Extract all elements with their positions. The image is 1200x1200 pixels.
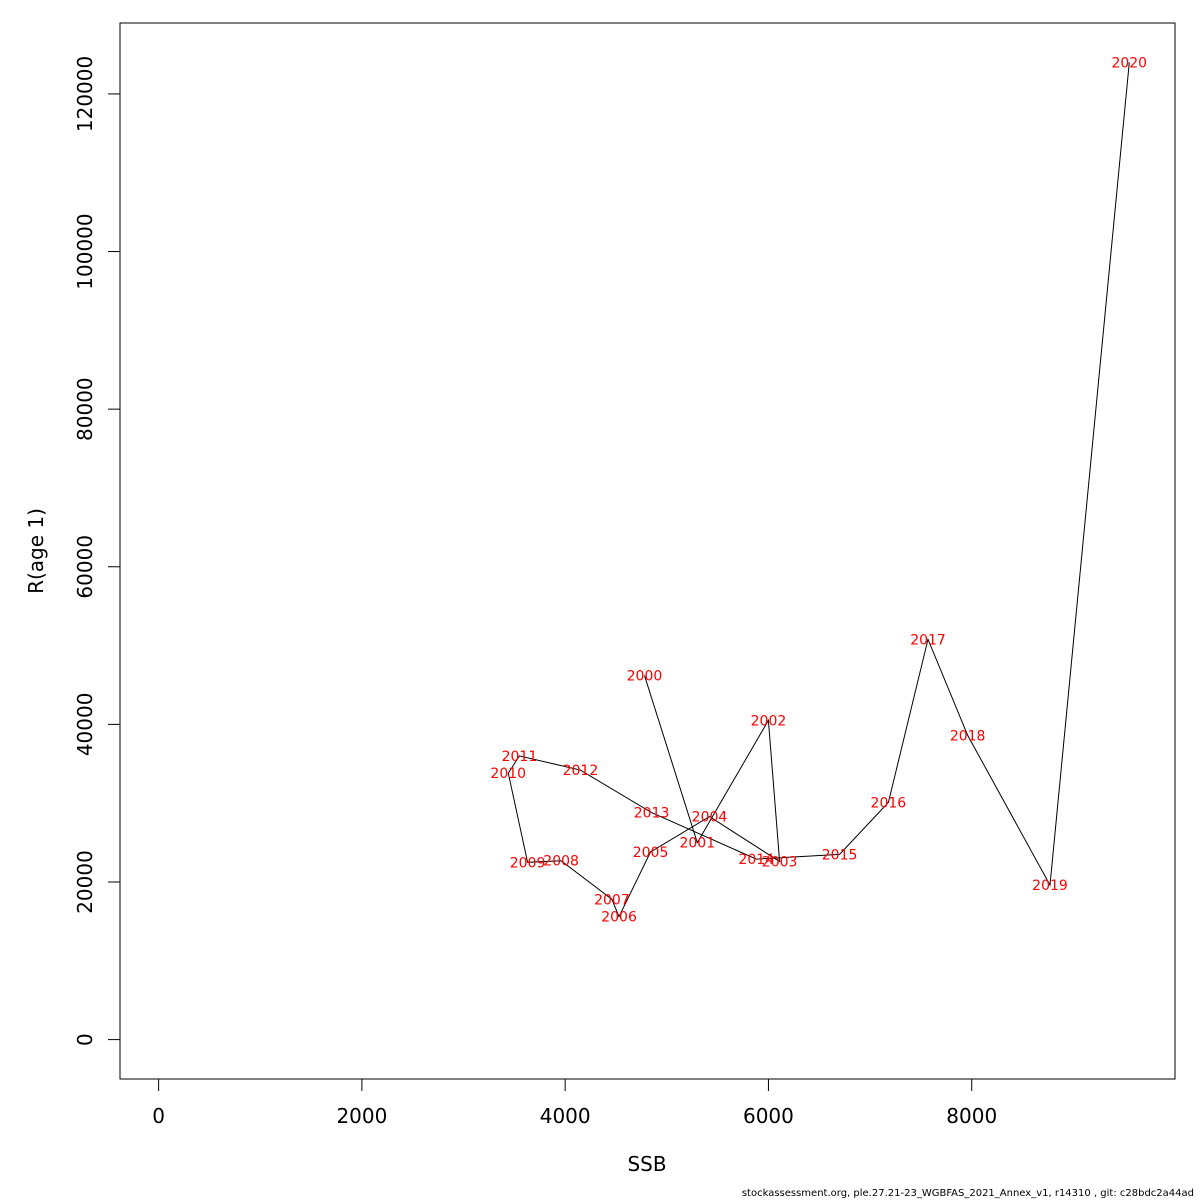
point-label-2017: 2017 bbox=[910, 632, 946, 648]
point-label-2019: 2019 bbox=[1032, 878, 1068, 894]
point-label-2004: 2004 bbox=[692, 810, 728, 826]
point-label-2006: 2006 bbox=[601, 910, 637, 926]
y-tick-label: 60000 bbox=[73, 535, 97, 599]
x-axis-title: SSB bbox=[627, 1152, 666, 1176]
y-tick-label: 100000 bbox=[73, 213, 97, 289]
point-label-2013: 2013 bbox=[634, 806, 670, 822]
y-tick-label: 80000 bbox=[73, 377, 97, 441]
point-label-2015: 2015 bbox=[822, 847, 858, 863]
point-label-2005: 2005 bbox=[633, 845, 669, 861]
point-label-2016: 2016 bbox=[871, 795, 907, 811]
point-label-2014: 2014 bbox=[738, 852, 774, 868]
point-label-2020: 2020 bbox=[1111, 55, 1147, 71]
x-tick-label: 8000 bbox=[946, 1104, 997, 1128]
point-label-2011: 2011 bbox=[502, 749, 538, 765]
point-label-2009: 2009 bbox=[510, 855, 546, 871]
y-axis-title: R(age 1) bbox=[24, 508, 48, 594]
point-label-2018: 2018 bbox=[950, 728, 986, 744]
y-tick-label: 40000 bbox=[73, 693, 97, 757]
y-axis: 0 20000 40000 60000 80000 100000 120000 bbox=[73, 56, 120, 1046]
point-label-2000: 2000 bbox=[627, 669, 663, 685]
x-tick-label: 0 bbox=[152, 1104, 165, 1128]
point-label-2008: 2008 bbox=[543, 854, 579, 870]
x-tick-label: 6000 bbox=[743, 1104, 794, 1128]
point-label-2007: 2007 bbox=[594, 892, 630, 908]
y-tick-label: 120000 bbox=[73, 56, 97, 132]
point-labels: 2000200120022003200420052006200720082009… bbox=[490, 55, 1147, 925]
series-line bbox=[508, 62, 1129, 916]
point-label-2001: 2001 bbox=[679, 836, 715, 852]
x-tick-label: 4000 bbox=[540, 1104, 591, 1128]
point-label-2002: 2002 bbox=[751, 713, 787, 729]
y-tick-label: 0 bbox=[73, 1033, 97, 1046]
x-axis: 0 2000 4000 6000 8000 bbox=[152, 1079, 997, 1128]
y-tick-label: 20000 bbox=[73, 850, 97, 914]
footer-source-text: stockassessment.org, ple.27.21-23_WGBFAS… bbox=[742, 1188, 1194, 1199]
point-label-2012: 2012 bbox=[563, 763, 599, 779]
plot-frame bbox=[120, 23, 1175, 1079]
x-tick-label: 2000 bbox=[336, 1104, 387, 1128]
point-label-2010: 2010 bbox=[490, 766, 526, 782]
